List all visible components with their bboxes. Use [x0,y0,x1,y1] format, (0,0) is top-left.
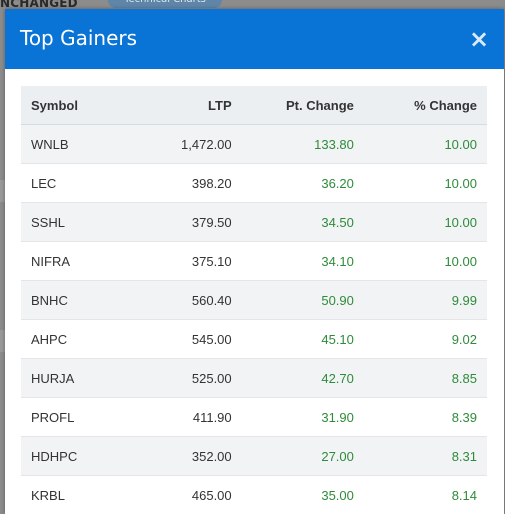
cell-pt-change: 42.70 [241,358,364,398]
close-icon[interactable]: × [468,25,490,53]
cell-ltp: 1,472.00 [128,124,242,164]
gainers-table-container: Symbol LTP Pt. Change % Change WNLB 1,472… [21,86,487,514]
table-row[interactable]: WNLB 1,472.00 133.80 10.00 [21,124,487,164]
cell-ltp: 379.50 [128,202,242,242]
cell-pct-change: 10.00 [363,202,487,242]
table-row[interactable]: LEC 398.20 36.20 10.00 [21,163,487,203]
cell-symbol: HURJA [21,358,129,398]
cell-pt-change: 31.90 [241,397,364,437]
cell-symbol: WNLB [21,124,129,164]
cell-ltp: 525.00 [128,358,242,398]
modal-title: Top Gainers [20,26,138,50]
cell-symbol: LEC [21,163,129,203]
header-ltp[interactable]: LTP [128,86,242,125]
cell-pt-change: 35.00 [241,475,364,514]
header-pct-change[interactable]: % Change [363,86,487,125]
cell-symbol: AHPC [21,319,129,359]
cell-pt-change: 45.10 [241,319,364,359]
table-row[interactable]: KRBL 465.00 35.00 8.14 [21,475,487,514]
table-row[interactable]: HDHPC 352.00 27.00 8.31 [21,436,487,476]
cell-symbol: NIFRA [21,241,129,281]
cell-ltp: 411.90 [128,397,242,437]
cell-pct-change: 8.39 [363,397,487,437]
cell-pt-change: 27.00 [241,436,364,476]
cell-pct-change: 9.02 [363,319,487,359]
cell-pt-change: 34.50 [241,202,364,242]
cell-pct-change: 10.00 [363,241,487,281]
cell-symbol: PROFL [21,397,129,437]
background-charts-button: Technical Charts [108,0,222,8]
table-row[interactable]: HURJA 525.00 42.70 8.85 [21,358,487,398]
cell-pt-change: 36.20 [241,163,364,203]
cell-ltp: 545.00 [128,319,242,359]
table-row[interactable]: SSHL 379.50 34.50 10.00 [21,202,487,242]
cell-pct-change: 10.00 [363,124,487,164]
cell-pct-change: 8.14 [363,475,487,514]
cell-ltp: 560.40 [128,280,242,320]
cell-pt-change: 133.80 [241,124,364,164]
cell-ltp: 465.00 [128,475,242,514]
cell-pct-change: 8.85 [363,358,487,398]
cell-pt-change: 34.10 [241,241,364,281]
cell-symbol: SSHL [21,202,129,242]
top-gainers-modal: Top Gainers × Symbol LTP Pt. Change % Ch… [5,9,504,514]
background-strip [0,330,5,352]
table-header-row: Symbol LTP Pt. Change % Change [21,86,487,125]
gainers-table: Symbol LTP Pt. Change % Change WNLB 1,472… [21,86,487,514]
table-row[interactable]: AHPC 545.00 45.10 9.02 [21,319,487,359]
table-row[interactable]: NIFRA 375.10 34.10 10.00 [21,241,487,281]
modal-header: Top Gainers × [5,9,504,69]
table-row[interactable]: BNHC 560.40 50.90 9.99 [21,280,487,320]
cell-pct-change: 9.99 [363,280,487,320]
cell-ltp: 352.00 [128,436,242,476]
cell-pt-change: 50.90 [241,280,364,320]
cell-symbol: KRBL [21,475,129,514]
table-row[interactable]: PROFL 411.90 31.90 8.39 [21,397,487,437]
cell-ltp: 398.20 [128,163,242,203]
header-symbol[interactable]: Symbol [21,86,129,125]
cell-symbol: HDHPC [21,436,129,476]
table-body: WNLB 1,472.00 133.80 10.00 LEC 398.20 36.20 10.… [21,124,487,514]
background-label: NCHANGED [0,0,78,10]
header-pt-change[interactable]: Pt. Change [241,86,364,125]
cell-pct-change: 10.00 [363,163,487,203]
background-strip [0,180,5,202]
cell-pct-change: 8.31 [363,436,487,476]
cell-symbol: BNHC [21,280,129,320]
cell-ltp: 375.10 [128,241,242,281]
